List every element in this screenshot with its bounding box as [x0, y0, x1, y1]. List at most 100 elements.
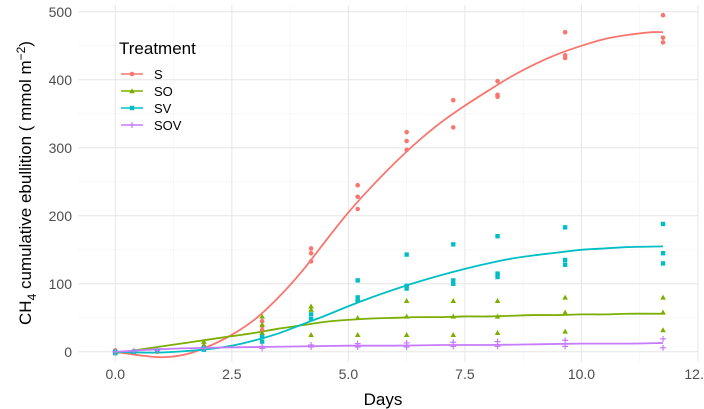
y-tick-label: 200: [49, 208, 73, 224]
point-s: [450, 97, 456, 103]
point-so: [308, 306, 314, 312]
legend: Treatment S SO SV SOV: [119, 39, 196, 133]
fit-line-sov: [115, 342, 664, 353]
point-so: [403, 332, 410, 338]
point-sv: [355, 295, 360, 300]
point-sov: [403, 344, 410, 351]
point-so: [450, 332, 457, 338]
x-tick-label: 2.5: [222, 366, 242, 382]
point-s: [355, 194, 360, 200]
point-s: [495, 78, 500, 84]
point-s: [660, 40, 666, 45]
point-s: [259, 318, 265, 324]
point-so: [403, 298, 410, 304]
point-s: [308, 250, 314, 256]
legend-label-so: SO: [154, 84, 173, 99]
point-sov: [660, 344, 667, 351]
x-tick-label: 12.5: [684, 366, 704, 382]
point-sov: [259, 345, 266, 352]
point-sv: [562, 257, 568, 263]
point-sv: [451, 281, 456, 286]
point-sov: [354, 344, 361, 351]
x-tick-label: 10.0: [568, 366, 595, 382]
point-sov: [112, 348, 119, 355]
y-axis-title-main: CH: [16, 300, 35, 325]
point-so: [660, 327, 666, 333]
y-axis-title-end: ): [16, 41, 35, 47]
point-so: [562, 294, 568, 300]
legend-key-marker-so: [129, 88, 135, 94]
point-s: [450, 125, 456, 130]
point-so: [562, 309, 568, 315]
point-s: [660, 35, 666, 40]
y-tick-labels: 0 100 200 300 400 500: [49, 4, 73, 360]
point-sv: [660, 261, 666, 266]
point-sv: [404, 283, 409, 289]
y-axis-title-sup: −2: [14, 46, 28, 60]
point-so: [450, 313, 457, 319]
point-sv: [404, 286, 409, 291]
point-so: [259, 313, 265, 319]
fit-line-sv: [115, 245, 664, 354]
fit-lines: [115, 31, 664, 359]
point-sv: [451, 278, 456, 283]
point-sv: [495, 234, 500, 239]
point-sov: [200, 345, 207, 352]
x-tick-labels: 0.0 2.5 5.0 7.5 10.0 12.5: [106, 366, 704, 382]
x-axis-title: Days: [364, 390, 403, 409]
point-s: [404, 129, 409, 135]
point-sv: [404, 252, 409, 257]
point-sov: [130, 348, 137, 355]
point-so: [259, 329, 265, 335]
point-s: [355, 182, 360, 188]
point-sv: [355, 298, 360, 303]
plot-background: [78, 5, 698, 362]
point-sv: [259, 334, 265, 340]
point-sov: [154, 347, 161, 354]
y-axis-title-rest: cumulative ebullition ( mmol m: [16, 60, 35, 293]
point-so: [259, 321, 265, 327]
point-sov: [494, 343, 501, 350]
y-axis-title: CH4 cumulative ebullition ( mmol m−2): [14, 41, 39, 325]
point-s: [355, 206, 360, 212]
y-axis-title-sub: 4: [25, 293, 39, 300]
point-so: [494, 329, 501, 335]
point-sov: [562, 337, 569, 344]
legend-key-marker-s: [129, 71, 135, 77]
point-sv: [562, 262, 568, 267]
point-s: [404, 138, 409, 144]
point-so: [354, 315, 361, 321]
legend-items: S SO SV SOV: [121, 67, 182, 133]
point-so: [308, 332, 314, 338]
point-s: [308, 259, 314, 264]
x-tick-label: 7.5: [455, 366, 475, 382]
point-sv: [259, 339, 265, 344]
fit-line-s: [115, 31, 664, 359]
y-tick-label: 500: [49, 4, 73, 20]
point-s: [404, 147, 409, 153]
point-so: [354, 332, 361, 338]
point-sv: [451, 242, 456, 247]
data-points: [112, 12, 667, 356]
point-sv: [660, 221, 666, 227]
point-sv: [495, 274, 500, 280]
point-sov: [450, 343, 457, 350]
y-tick-label: 400: [49, 72, 73, 88]
point-so: [494, 313, 501, 319]
point-so: [450, 298, 457, 304]
point-so: [660, 294, 666, 300]
x-tick-label: 0.0: [106, 366, 126, 382]
legend-label-sv: SV: [154, 101, 172, 116]
grid: [78, 5, 699, 362]
point-sv: [562, 225, 568, 230]
point-so: [660, 309, 666, 315]
point-s: [562, 29, 568, 35]
legend-label-sov: SOV: [154, 118, 182, 133]
point-sov: [660, 335, 667, 342]
point-sv: [660, 251, 666, 256]
point-sv: [308, 316, 314, 322]
point-so: [494, 298, 501, 304]
point-sov: [308, 344, 315, 351]
point-so: [308, 303, 314, 309]
point-so: [403, 313, 410, 319]
